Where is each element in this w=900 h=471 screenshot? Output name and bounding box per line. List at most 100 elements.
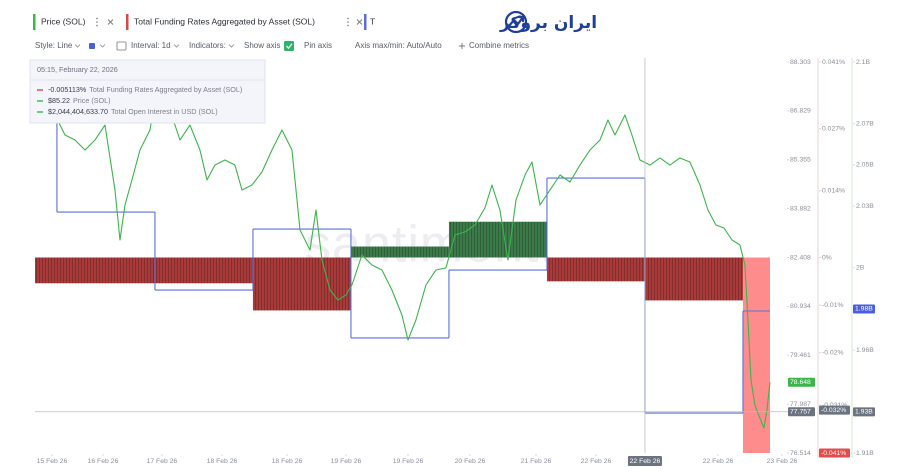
- crosshair-price-tag-bg: [788, 407, 815, 417]
- chevron: [99, 44, 106, 48]
- logo: ایران بروکر: [386, 8, 597, 36]
- y-tick-label: 2B: [856, 265, 865, 272]
- plus-icon: [459, 43, 465, 49]
- y-tick-label: 77.987: [790, 401, 811, 408]
- y-tick-label: 88.303: [790, 59, 811, 66]
- y-tick-label: 0.027%: [822, 126, 845, 133]
- tab-marker: [33, 14, 36, 30]
- price-current-tag: 78.648: [790, 379, 811, 386]
- y-tick-label: 83.882: [790, 205, 811, 212]
- tab-marker: [126, 14, 129, 30]
- color-swatch[interactable]: [89, 43, 95, 49]
- check-mark: [286, 43, 293, 50]
- calendar-icon: [116, 41, 127, 51]
- funding-current-tag: -0.041%: [821, 450, 846, 457]
- bar-stripes: [252, 257, 351, 311]
- tooltip-value: -0.005113%: [48, 85, 87, 94]
- y-tick-label: 0.014%: [822, 188, 845, 195]
- x-tick-label: 16 Feb 26: [88, 458, 119, 465]
- bar-stripes: [546, 257, 645, 282]
- y-tick-label: 1.96B: [856, 347, 874, 354]
- x-tick-label: 23 Feb 26: [767, 458, 798, 465]
- oi-current-tag-bg: [853, 304, 875, 314]
- interval-select[interactable]: Interval: 1d: [131, 41, 171, 50]
- x-tick-label: 19 Feb 26: [331, 458, 362, 465]
- y-tick-label: 2.1B: [856, 59, 870, 66]
- tooltip-value: $85.22: [48, 96, 70, 105]
- tab-label[interactable]: Total Funding Rates Aggregated by Asset …: [134, 16, 315, 26]
- tooltip-row: $85.22 Price (SOL): [48, 96, 111, 105]
- logo-icon: [504, 10, 528, 34]
- crosshair-price-tag: 77.757: [790, 409, 811, 416]
- x-tick-label: 22 Feb 26: [581, 458, 612, 465]
- combine-metrics-button[interactable]: Combine metrics: [469, 41, 529, 50]
- tooltip-row: $2,044,404,633.70 Total Open Interest in …: [48, 107, 218, 116]
- y-tick-label: 85.355: [790, 157, 811, 164]
- logo-text: ایران بروکر: [499, 13, 597, 33]
- tooltip-row: -0.005113% Total Funding Rates Aggregated…: [48, 85, 242, 94]
- bar-stripes: [644, 257, 743, 301]
- y-tick-label: 86.829: [790, 108, 811, 115]
- chevron: [228, 44, 235, 48]
- y-tick-label: 76.514: [790, 450, 811, 457]
- crosshair-funding-tag-bg: [819, 405, 850, 415]
- y-tick-label: 2.07B: [856, 121, 874, 128]
- crosshair-funding-tag: -0.032%: [821, 407, 846, 414]
- tooltip-name: Price (SOL): [73, 96, 111, 105]
- bar-stripes: [350, 246, 449, 258]
- y-tick-label: 2.03B: [856, 203, 874, 210]
- x-tick-label: 19 Feb 26: [393, 458, 424, 465]
- tab-close-icon[interactable]: [107, 19, 114, 25]
- crosshair-x-tag: 22 Feb 26: [630, 458, 661, 465]
- crosshair-oi-tag: 1.93B: [855, 409, 873, 416]
- y-tick-label: 0.041%: [822, 59, 845, 66]
- y-tick-label: -0.01%: [822, 302, 844, 309]
- crosshair-x-tag-bg: [627, 456, 662, 466]
- bar-stripes: [154, 257, 253, 284]
- tab-close-icon[interactable]: [356, 19, 363, 25]
- oi-current-tag: 1.98B: [855, 306, 873, 313]
- tab-marker: [364, 14, 367, 30]
- tooltip-date: 05:15, February 22, 2026: [37, 65, 118, 74]
- tab-label[interactable]: T: [370, 16, 375, 26]
- show-axis-checkbox[interactable]: [284, 41, 294, 51]
- tooltip: 05:15, February 22, 2026 -0.005113% Total…: [29, 59, 266, 124]
- y-tick-label: 1.91B: [856, 450, 874, 457]
- style-select[interactable]: Style: Line: [35, 41, 73, 50]
- x-tick-label: 18 Feb 26: [207, 458, 238, 465]
- x-tick-label: 20 Feb 26: [455, 458, 486, 465]
- chevron: [173, 44, 180, 48]
- price-current-tag-bg: [788, 377, 815, 387]
- indicators-select[interactable]: Indicators:: [189, 41, 226, 50]
- x-tick-label: 17 Feb 26: [147, 458, 178, 465]
- tab-label[interactable]: Price (SOL): [41, 16, 86, 26]
- x-tick-label: 22 Feb 26: [703, 458, 734, 465]
- x-tick-label: 18 Feb 26: [272, 458, 303, 465]
- axis-maxmin-select[interactable]: Axis max/min: Auto/Auto: [355, 41, 442, 50]
- tooltip-value: $2,044,404,633.70: [48, 107, 108, 116]
- show-axis-label: Show axis: [244, 41, 280, 50]
- tab-menu-icon[interactable]: [96, 17, 98, 27]
- y-tick-label: 79.461: [790, 352, 811, 359]
- bar-stripes: [448, 221, 547, 258]
- x-tick-label: 15 Feb 26: [37, 458, 68, 465]
- tooltip-name: Total Funding Rates Aggregated by Asset …: [89, 85, 242, 94]
- x-tick-label: 21 Feb 26: [521, 458, 552, 465]
- bar-stripes: [35, 257, 155, 284]
- y-tick-label: 2.05B: [856, 162, 874, 169]
- funding-current-tag-bg: [819, 448, 850, 458]
- pin-axis-label[interactable]: Pin axis: [304, 41, 332, 50]
- y-tick-label: 82.408: [790, 254, 811, 261]
- y-tick-label: 80.934: [790, 303, 811, 310]
- y-tick-label: -0.02%: [822, 350, 844, 357]
- tab-menu-icon[interactable]: [347, 17, 349, 27]
- chevron: [74, 44, 81, 48]
- tooltip-box: [29, 59, 266, 124]
- tabs: Price (SOL) Total Funding Rates Aggregat…: [33, 14, 375, 30]
- y-tick-label: 0%: [822, 254, 832, 261]
- tooltip-name: Total Open Interest in USD (SOL): [111, 107, 218, 116]
- crosshair-oi-tag-bg: [853, 407, 875, 417]
